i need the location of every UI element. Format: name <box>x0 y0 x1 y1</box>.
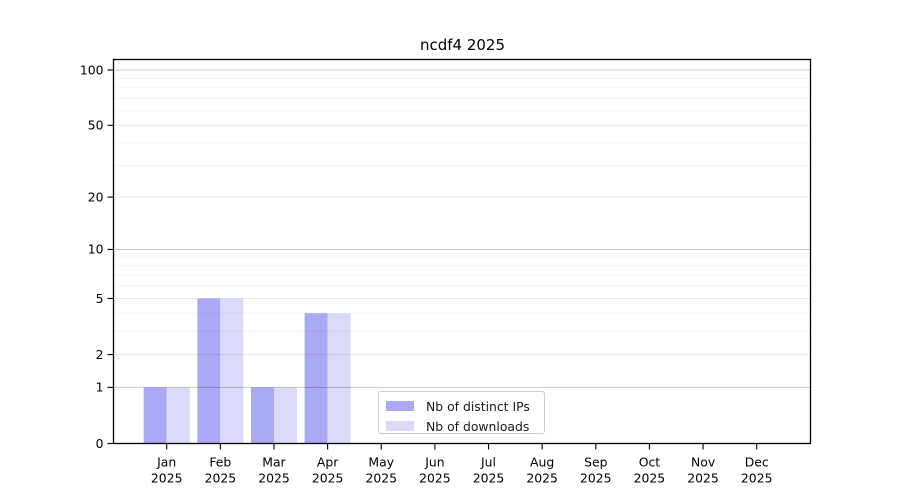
legend-swatch-downloads-icon <box>386 421 414 431</box>
legend-label-downloads: Nb of downloads <box>426 418 530 434</box>
x-tick-label-year: 2025 <box>741 471 773 486</box>
legend-label-distinct-ips: Nb of distinct IPs <box>426 398 530 414</box>
x-tick-label-month: Nov <box>691 455 715 470</box>
legend-item-downloads: Nb of downloads <box>386 416 544 436</box>
x-tick-label-month: Dec <box>745 455 769 470</box>
y-tick-label: 5 <box>96 291 104 306</box>
y-tick-label: 20 <box>88 189 104 204</box>
legend-item-distinct-ips: Nb of distinct IPs <box>386 396 544 416</box>
bar-distinct-ips-feb <box>197 298 221 444</box>
bar-distinct-ips-jan <box>143 387 167 444</box>
x-tick-label-month: Mar <box>262 455 286 470</box>
y-tick-label: 1 <box>96 380 104 395</box>
x-tick-label-month: Apr <box>317 455 339 470</box>
x-tick-label-year: 2025 <box>151 471 183 486</box>
x-tick-label-month: Jun <box>424 455 444 470</box>
plot-border <box>112 58 812 445</box>
bar-downloads-feb <box>220 298 244 444</box>
x-tick-label-year: 2025 <box>312 471 344 486</box>
x-tick-label-year: 2025 <box>526 471 558 486</box>
x-tick-label-year: 2025 <box>258 471 290 486</box>
x-tick-label-year: 2025 <box>205 471 237 486</box>
y-tick-label: 0 <box>96 436 104 451</box>
x-tick-label-year: 2025 <box>580 471 612 486</box>
y-tick-label: 10 <box>88 242 104 257</box>
bar-downloads-jan <box>166 387 190 444</box>
x-tick-label-year: 2025 <box>634 471 666 486</box>
y-tick-label: 2 <box>96 347 104 362</box>
x-tick-label-month: Oct <box>639 455 661 470</box>
x-tick-label-month: Sep <box>584 455 607 470</box>
bar-distinct-ips-mar <box>250 387 274 444</box>
x-tick-label-month: Jul <box>480 455 496 470</box>
x-tick-label-month: Jan <box>156 455 176 470</box>
bar-downloads-apr <box>327 313 351 444</box>
legend-swatch-distinct-ips-icon <box>386 401 414 411</box>
chart-title: ncdf4 2025 <box>419 36 506 54</box>
x-tick-label-year: 2025 <box>687 471 719 486</box>
y-tick-label: 50 <box>88 118 104 133</box>
x-tick-label-month: May <box>368 455 394 470</box>
x-tick-label-year: 2025 <box>365 471 397 486</box>
legend: Nb of distinct IPs Nb of downloads <box>378 391 545 434</box>
y-tick-label: 100 <box>80 62 104 77</box>
x-tick-label-year: 2025 <box>473 471 505 486</box>
bar-distinct-ips-apr <box>304 313 328 444</box>
x-tick-label-month: Aug <box>530 455 554 470</box>
bar-downloads-mar <box>273 387 297 444</box>
x-tick-label-month: Feb <box>209 455 231 470</box>
x-tick-label-year: 2025 <box>419 471 451 486</box>
